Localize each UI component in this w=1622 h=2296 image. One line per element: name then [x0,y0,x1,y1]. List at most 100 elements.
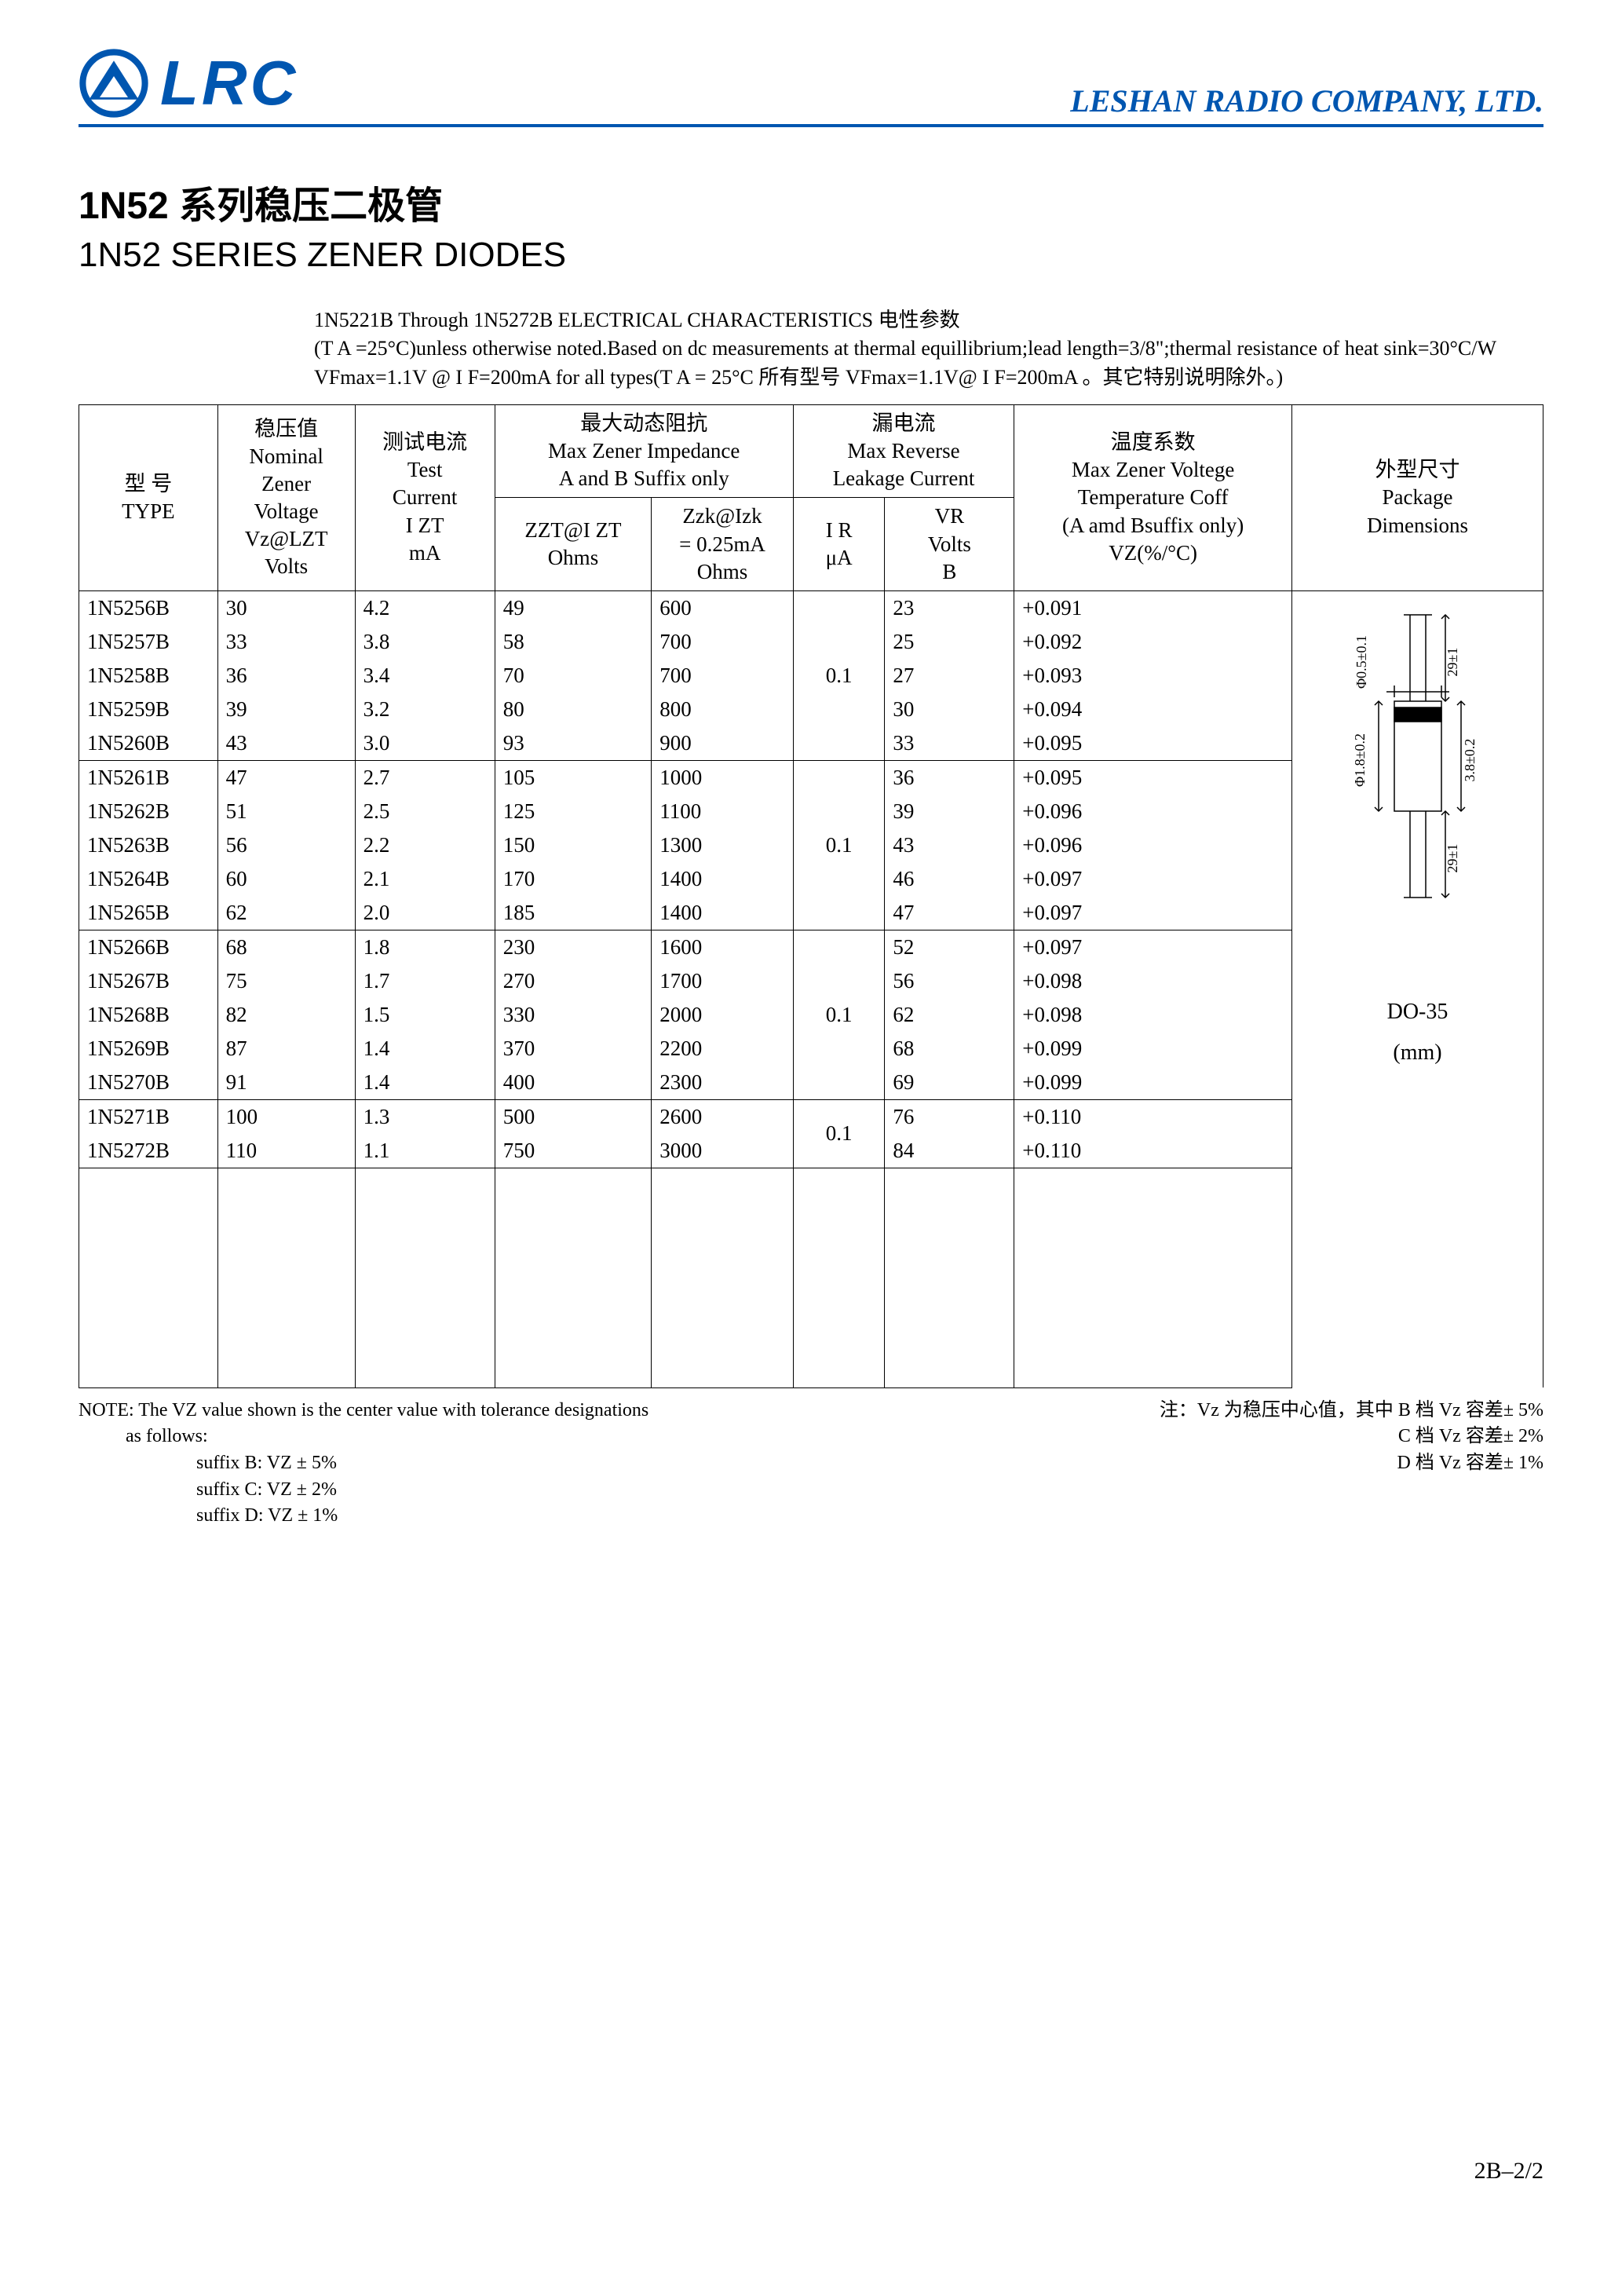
note-line2: as follows: [126,1424,648,1450]
cell-izt: 1.1 [355,1134,495,1168]
cell-tc: +0.098 [1014,964,1292,998]
logo-text: LRC [160,47,298,119]
note-line1: NOTE: The VZ value shown is the center v… [79,1398,648,1424]
company-name: LESHAN RADIO COMPANY, LTD. [1070,82,1543,119]
cell-tc: +0.097 [1014,930,1292,964]
cell-zzk: 2600 [652,1099,794,1134]
cell-vz: 87 [217,1032,355,1066]
cell-type: 1N5268B [79,998,218,1032]
cell-ir: 0.1 [793,760,885,930]
cell-zzt: 370 [495,1032,652,1066]
cell-tc: +0.110 [1014,1099,1292,1134]
cell-zzt: 49 [495,590,652,625]
cell-tc: +0.091 [1014,590,1292,625]
cell-vz: 91 [217,1066,355,1100]
cell-vz: 51 [217,795,355,828]
cell-vr: 36 [885,760,1014,795]
cell-type: 1N5263B [79,828,218,862]
cell-izt: 1.7 [355,964,495,998]
cell-izt: 1.3 [355,1099,495,1134]
cell-izt: 2.5 [355,795,495,828]
cell-vz: 68 [217,930,355,964]
characteristics-table: 型 号 TYPE 稳压值 Nominal Zener Voltage Vz@LZ… [79,404,1543,1388]
cell-vz: 100 [217,1099,355,1134]
cell-vr: 76 [885,1099,1014,1134]
col-zzk: Zzk@Izk = 0.25mA Ohms [652,498,794,590]
cell-type: 1N5267B [79,964,218,998]
cell-zzt: 125 [495,795,652,828]
cell-vz: 75 [217,964,355,998]
footnote-left: NOTE: The VZ value shown is the center v… [79,1398,648,1530]
cell-zzk: 700 [652,659,794,693]
cell-vr: 43 [885,828,1014,862]
col-type: 型 号 TYPE [79,405,218,591]
cell-ir: 0.1 [793,1099,885,1168]
col-vz: 稳压值 Nominal Zener Voltage Vz@LZT Volts [217,405,355,591]
cell-ir: 0.1 [793,930,885,1099]
cell-vr: 23 [885,590,1014,625]
col-impedance: 最大动态阻抗 Max Zener Impedance A and B Suffi… [495,405,793,498]
cell-izt: 1.8 [355,930,495,964]
cell-zzk: 1600 [652,930,794,964]
cell-vz: 56 [217,828,355,862]
suffix-d: suffix D: VZ ± 1% [196,1503,648,1530]
col-izt: 测试电流 Test Current I ZT mA [355,405,495,591]
cell-zzt: 93 [495,726,652,761]
cell-izt: 2.0 [355,896,495,930]
col-zzt: ZZT@I ZT Ohms [495,498,652,590]
cell-vr: 84 [885,1134,1014,1168]
col-package: 外型尺寸 Package Dimensions [1292,405,1543,591]
cell-type: 1N5261B [79,760,218,795]
cell-vz: 33 [217,625,355,659]
cell-izt: 2.2 [355,828,495,862]
cell-type: 1N5262B [79,795,218,828]
cell-vr: 47 [885,896,1014,930]
cell-zzk: 1000 [652,760,794,795]
cell-type: 1N5257B [79,625,218,659]
cell-type: 1N5256B [79,590,218,625]
cell-zzk: 2000 [652,998,794,1032]
note-cn-3: D 档 Vz 容差± 1% [1160,1450,1543,1477]
svg-text:Φ0.5±0.1: Φ0.5±0.1 [1353,635,1369,689]
cell-zzk: 2200 [652,1032,794,1066]
cell-zzk: 1400 [652,896,794,930]
cell-vz: 82 [217,998,355,1032]
cell-zzt: 185 [495,896,652,930]
cell-tc: +0.096 [1014,828,1292,862]
cell-izt: 2.1 [355,862,495,896]
svg-text:3.8±0.2: 3.8±0.2 [1462,738,1478,781]
cell-vr: 33 [885,726,1014,761]
cell-tc: +0.098 [1014,998,1292,1032]
cell-vr: 69 [885,1066,1014,1100]
col-leakage: 漏电流 Max Reverse Leakage Current [793,405,1014,498]
cell-vr: 56 [885,964,1014,998]
cell-vz: 62 [217,896,355,930]
cell-vr: 25 [885,625,1014,659]
cell-zzt: 230 [495,930,652,964]
cell-zzk: 1300 [652,828,794,862]
cell-vz: 39 [217,693,355,726]
svg-text:29±1: 29±1 [1445,647,1460,676]
cell-zzk: 700 [652,625,794,659]
cell-vr: 27 [885,659,1014,693]
cell-type: 1N5269B [79,1032,218,1066]
cell-tc: +0.099 [1014,1032,1292,1066]
cell-vz: 36 [217,659,355,693]
cell-tc: +0.094 [1014,693,1292,726]
cell-zzt: 150 [495,828,652,862]
cell-tc: +0.097 [1014,896,1292,930]
cell-zzt: 750 [495,1134,652,1168]
cell-tc: +0.097 [1014,862,1292,896]
cell-izt: 3.4 [355,659,495,693]
cell-izt: 4.2 [355,590,495,625]
cell-zzt: 270 [495,964,652,998]
cell-izt: 3.0 [355,726,495,761]
cell-vr: 68 [885,1032,1014,1066]
package-diagram-cell: Φ0.5±0.1 29±1 Φ1.8±0.2 3.8±0.2 29±1 DO-3… [1292,590,1543,1387]
footnotes: NOTE: The VZ value shown is the center v… [79,1398,1543,1530]
suffix-b: suffix B: VZ ± 5% [196,1450,648,1477]
title-chinese: 1N52 系列稳压二极管 [79,174,1543,229]
cell-vz: 60 [217,862,355,896]
cell-type: 1N5259B [79,693,218,726]
cell-type: 1N5270B [79,1066,218,1100]
